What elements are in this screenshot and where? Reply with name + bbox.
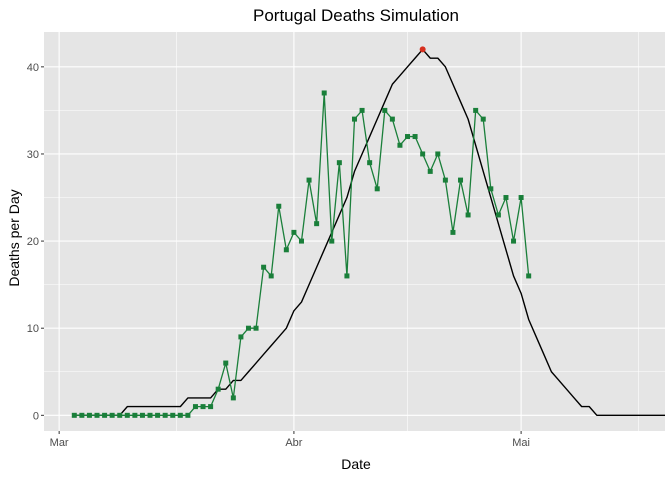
peak-marker-layer — [419, 46, 426, 53]
observed-point — [132, 412, 138, 418]
chart-title: Portugal Deaths Simulation — [253, 6, 459, 25]
observed-point — [276, 203, 282, 209]
observed-point — [344, 273, 350, 279]
x-axis: Mar Abr Mai — [50, 431, 530, 449]
observed-point — [147, 412, 153, 418]
observed-point — [405, 134, 411, 140]
observed-point — [253, 325, 259, 331]
y-axis-title: Deaths per Day — [6, 189, 22, 286]
y-tick-label: 20 — [27, 236, 39, 248]
observed-point — [367, 160, 373, 166]
observed-point — [518, 195, 524, 201]
observed-point — [291, 229, 297, 235]
observed-point — [495, 212, 501, 218]
observed-point — [382, 107, 388, 113]
y-axis: 0 10 20 30 40 — [27, 62, 44, 422]
observed-point — [86, 412, 92, 418]
observed-point — [374, 186, 380, 192]
observed-series — [71, 90, 532, 418]
observed-point — [480, 116, 486, 122]
observed-point — [488, 186, 494, 192]
observed-point — [102, 412, 108, 418]
observed-point — [511, 238, 517, 244]
x-tick-label: Abr — [285, 437, 302, 449]
observed-point — [268, 273, 274, 279]
observed-point — [306, 177, 312, 183]
observed-point — [435, 151, 441, 157]
x-axis-title: Date — [341, 456, 371, 472]
plot-panel — [44, 32, 665, 431]
observed-point — [245, 325, 251, 331]
y-tick-label: 0 — [33, 410, 39, 422]
observed-point — [450, 229, 456, 235]
observed-point — [192, 404, 198, 410]
observed-point — [261, 264, 267, 270]
observed-point — [298, 238, 304, 244]
observed-point — [238, 334, 244, 340]
observed-point — [185, 412, 191, 418]
observed-point — [117, 412, 123, 418]
observed-point — [359, 107, 365, 113]
observed-point — [223, 360, 229, 366]
simulated-line — [74, 48, 665, 417]
y-tick-label: 10 — [27, 323, 39, 335]
observed-point — [420, 151, 426, 157]
observed-point — [94, 412, 100, 418]
observed-point — [321, 90, 327, 96]
observed-point — [427, 168, 433, 174]
observed-point — [458, 177, 464, 183]
observed-point — [200, 404, 206, 410]
observed-point — [503, 195, 509, 201]
x-tick-label: Mai — [512, 437, 530, 449]
observed-point — [79, 412, 85, 418]
observed-point — [352, 116, 357, 122]
observed-point — [215, 386, 221, 392]
observed-point — [526, 273, 532, 279]
simulated-series — [74, 48, 665, 417]
observed-point — [442, 177, 448, 183]
observed-point — [177, 412, 183, 418]
observed-point — [329, 238, 335, 244]
observed-point — [412, 134, 418, 140]
x-tick-label: Mar — [50, 437, 69, 449]
observed-point — [473, 107, 479, 113]
grid-minor — [44, 32, 665, 431]
observed-point — [71, 412, 77, 418]
observed-point — [397, 142, 403, 148]
observed-point — [465, 212, 471, 218]
y-tick-label: 40 — [27, 62, 39, 74]
observed-point — [109, 412, 115, 418]
observed-point — [208, 404, 214, 410]
observed-point — [336, 160, 342, 166]
observed-point — [389, 116, 395, 122]
observed-point — [230, 395, 236, 401]
observed-point — [170, 412, 176, 418]
observed-point — [155, 412, 161, 418]
peak-point — [419, 46, 426, 53]
observed-point — [162, 412, 168, 418]
observed-point — [124, 412, 130, 418]
observed-point — [283, 247, 289, 253]
observed-point — [314, 221, 320, 227]
y-tick-label: 30 — [27, 149, 39, 161]
observed-point — [139, 412, 145, 418]
